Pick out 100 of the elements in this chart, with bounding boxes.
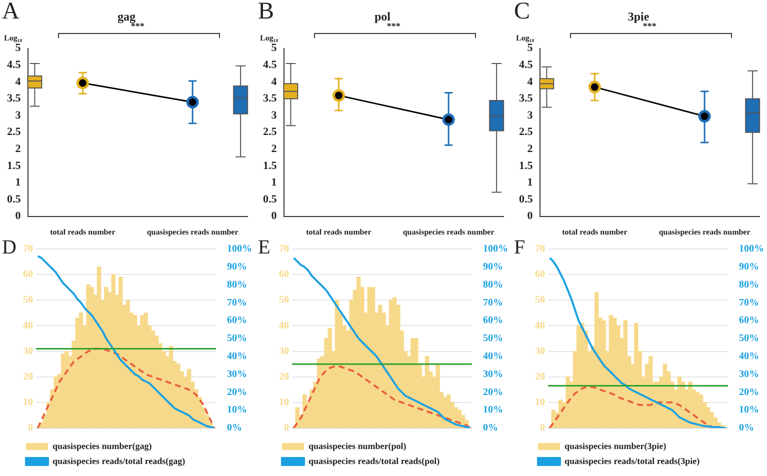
y-tick-label: 0 <box>284 422 289 434</box>
y2-tick-label: 10% <box>227 404 247 416</box>
y-tick-label: 40 <box>23 320 33 332</box>
y-tick-label: 4 <box>15 76 22 88</box>
y2-tick-label: 100% <box>483 244 508 255</box>
y-tick-label: 10 <box>279 397 289 408</box>
text: A <box>2 0 20 24</box>
y-tick-label: 20 <box>23 371 33 382</box>
y-tick-label: 3 <box>271 109 278 122</box>
text: *** <box>642 20 657 31</box>
y-tick-label: 30 <box>279 346 289 357</box>
y2-tick-label: 60% <box>227 315 247 326</box>
y2-tick-label: 80% <box>227 279 247 290</box>
y-tick-label: 0.5 <box>263 193 278 206</box>
y2-tick-label: 30% <box>227 368 247 380</box>
y2-tick-label: 30% <box>739 368 759 380</box>
y-tick-label: 2.5 <box>519 126 534 138</box>
y-tick-label: 2.5 <box>263 126 278 138</box>
y-tick-label: 0 <box>28 422 33 434</box>
y-tick-label: 40 <box>535 320 545 332</box>
y-tick-label: 4 <box>271 76 278 88</box>
text: *** <box>386 20 401 31</box>
legend-label: quasispecies number(pol) <box>308 440 406 451</box>
y-tick-label: 1 <box>527 176 533 189</box>
y-tick-label: 20 <box>279 371 289 382</box>
chart-title: 3pie <box>628 9 650 24</box>
y2-tick-label: 0% <box>227 422 242 434</box>
y-tick-label: 1.5 <box>263 160 278 172</box>
y2-tick-label: 90% <box>227 261 247 272</box>
y-tick-label: 60 <box>23 269 33 280</box>
y2-tick-label: 40% <box>739 350 759 362</box>
y-tick-label: 2 <box>15 143 22 156</box>
text: C <box>514 0 530 24</box>
y-tick-label: 0 <box>527 210 534 222</box>
y-tick-label: 0 <box>15 210 22 222</box>
y-tick-label: 1.5 <box>519 160 534 172</box>
y-tick-label: 20 <box>535 371 545 382</box>
text: E <box>258 236 270 258</box>
chart-title: pol <box>374 9 392 24</box>
text: F <box>514 236 526 258</box>
y2-tick-label: 40% <box>227 350 247 362</box>
y-tick-label: 10 <box>23 397 33 408</box>
y-tick-label: 5 <box>527 42 534 54</box>
y2-tick-label: 100% <box>227 244 252 255</box>
y-tick-label: 30 <box>23 346 33 357</box>
y2-tick-label: 80% <box>739 279 759 290</box>
y-tick-label: 2.5 <box>7 126 22 138</box>
y2-tick-label: 0% <box>739 422 754 434</box>
y2-tick-label: 20% <box>739 386 759 398</box>
y-tick-label: 3.5 <box>263 92 278 105</box>
y2-tick-label: 60% <box>483 315 503 326</box>
y-tick-label: 50 <box>279 294 289 306</box>
y-tick-label: 0 <box>540 422 545 434</box>
y2-tick-label: 90% <box>483 261 503 272</box>
y-tick-label: 0.5 <box>519 193 534 206</box>
y-tick-label: 4 <box>527 76 534 88</box>
y-axis-title: Log₁₀ <box>260 33 279 42</box>
y-tick-label: 3.5 <box>7 92 22 105</box>
chart-title: gag <box>118 9 136 24</box>
y-tick-label: 4.5 <box>263 59 278 72</box>
x-tick-label: total reads number <box>562 227 628 236</box>
y-tick-label: 1 <box>15 176 21 189</box>
y-tick-label: 1 <box>271 176 277 189</box>
y-tick-label: 5 <box>271 42 278 54</box>
x-tick-label: quasispecies reads number <box>402 227 495 236</box>
y2-tick-label: 50% <box>483 333 503 344</box>
y-tick-label: 3 <box>527 109 534 122</box>
legend-label: quasispecies number(3pie) <box>564 440 666 451</box>
legend-label: quasispecies reads/total reads(3pie) <box>564 456 700 466</box>
y-tick-label: 0.5 <box>7 193 22 206</box>
y2-tick-label: 100% <box>739 244 764 255</box>
y-tick-label: 2 <box>527 143 534 156</box>
y-tick-label: 2 <box>271 143 278 156</box>
text: D <box>2 236 16 258</box>
legend-label: quasispecies reads/total reads(gag) <box>52 456 186 466</box>
y2-tick-label: 20% <box>483 386 503 398</box>
y2-tick-label: 20% <box>227 386 247 398</box>
x-tick-label: total reads number <box>50 227 116 236</box>
y-tick-label: 60 <box>535 269 545 280</box>
y-tick-label: 10 <box>535 397 545 408</box>
y-tick-label: 50 <box>535 294 545 306</box>
y2-tick-label: 70% <box>739 297 759 308</box>
y-tick-label: 70 <box>23 244 33 255</box>
y2-tick-label: 0% <box>483 422 498 434</box>
x-tick-label: total reads number <box>306 227 372 236</box>
y-axis-title: Log₁₀ <box>4 33 23 42</box>
y2-tick-label: 90% <box>739 261 759 272</box>
x-tick-label: quasispecies reads number <box>658 227 751 236</box>
y2-tick-label: 70% <box>227 297 247 308</box>
legend-label: quasispecies number(gag) <box>52 440 152 451</box>
y-tick-label: 50 <box>23 294 33 306</box>
y-tick-label: 3.5 <box>519 92 534 105</box>
legend-label: quasispecies reads/total reads(pol) <box>308 456 440 466</box>
y-tick-label: 70 <box>279 244 289 255</box>
y2-tick-label: 10% <box>483 404 503 416</box>
y-tick-label: 1.5 <box>7 160 22 172</box>
y-tick-label: 30 <box>535 346 545 357</box>
y-tick-label: 4.5 <box>7 59 22 72</box>
y2-tick-label: 80% <box>483 279 503 290</box>
y-tick-label: 60 <box>279 269 289 280</box>
